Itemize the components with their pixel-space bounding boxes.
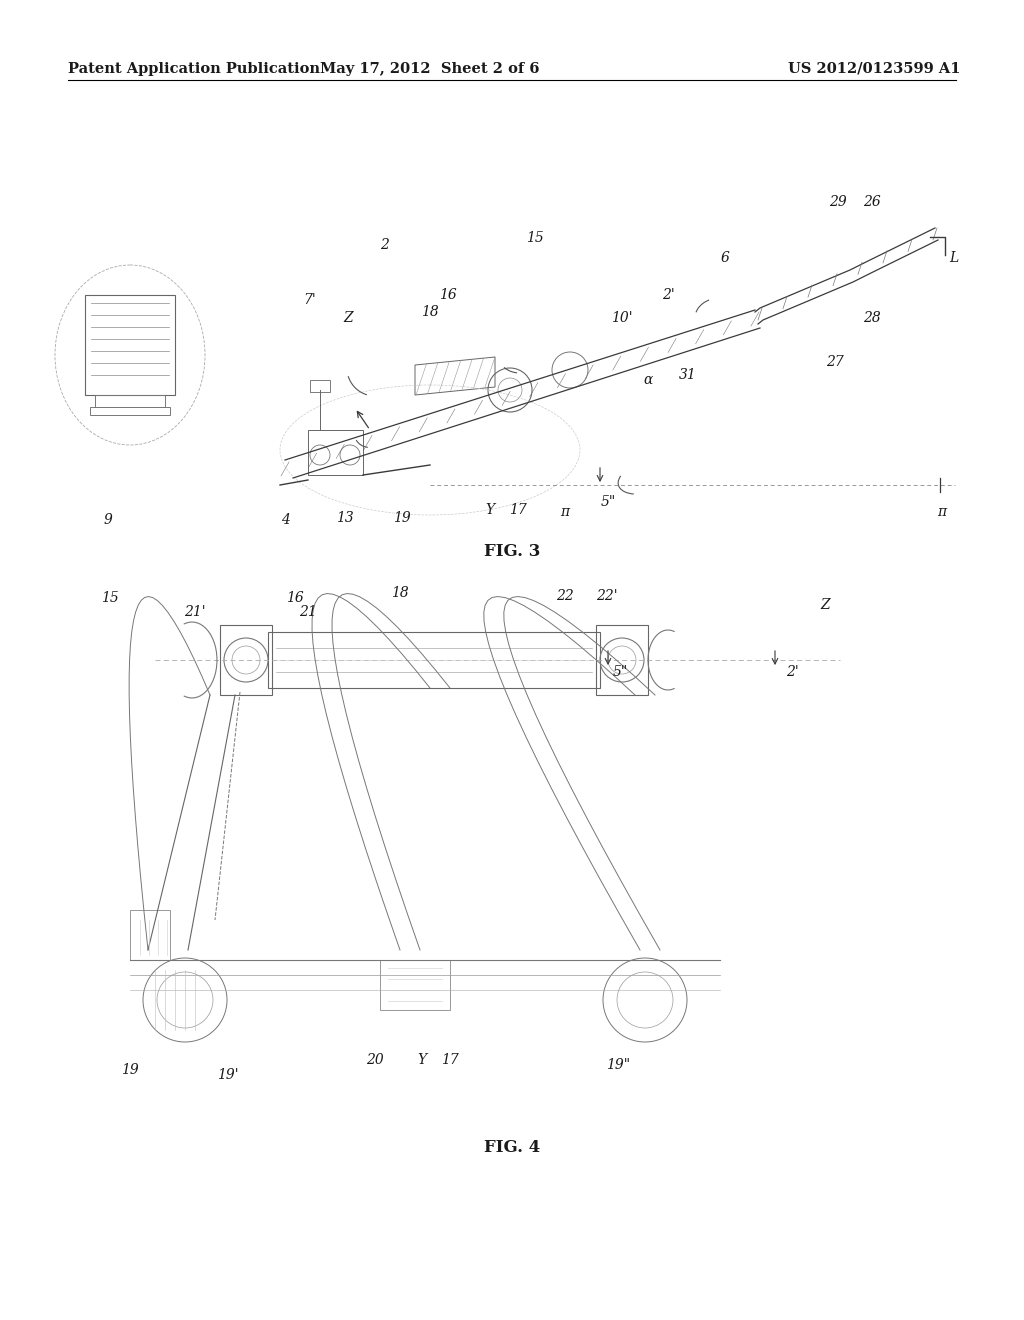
Text: 4: 4	[281, 513, 290, 527]
Text: 28: 28	[863, 312, 881, 325]
Bar	[308, 430, 362, 475]
Text: 16: 16	[439, 288, 457, 302]
Text: π: π	[560, 506, 569, 519]
Text: 15: 15	[526, 231, 544, 246]
Text: 10': 10'	[611, 312, 633, 325]
Text: 7': 7'	[304, 293, 316, 308]
Text: 5": 5"	[600, 495, 615, 510]
Bar	[90, 407, 170, 414]
Text: 17: 17	[441, 1053, 459, 1067]
Text: FIG. 4: FIG. 4	[484, 1139, 540, 1156]
Text: 2': 2'	[785, 665, 799, 678]
Text: α: α	[643, 374, 652, 387]
Text: 6: 6	[721, 251, 729, 265]
Text: 2': 2'	[662, 288, 675, 302]
Bar	[95, 395, 165, 407]
Text: 27: 27	[826, 355, 844, 370]
Text: 18: 18	[421, 305, 439, 319]
Bar	[85, 294, 175, 395]
Text: Patent Application Publication: Patent Application Publication	[68, 62, 319, 77]
Text: US 2012/0123599 A1: US 2012/0123599 A1	[787, 62, 961, 77]
Text: 22': 22'	[596, 589, 617, 603]
Text: 19": 19"	[606, 1059, 630, 1072]
Bar	[130, 909, 170, 960]
Text: 5": 5"	[612, 665, 628, 678]
Bar	[380, 960, 450, 1010]
Text: 31: 31	[679, 368, 697, 381]
Text: 22: 22	[556, 589, 573, 603]
Text: 21': 21'	[184, 605, 206, 619]
Text: 29: 29	[829, 195, 847, 209]
Text: 21: 21	[299, 605, 316, 619]
Text: May 17, 2012  Sheet 2 of 6: May 17, 2012 Sheet 2 of 6	[321, 62, 540, 77]
Text: 15: 15	[101, 591, 119, 605]
Bar	[220, 624, 272, 696]
Text: 9: 9	[103, 513, 113, 527]
Text: Z: Z	[820, 598, 829, 612]
Text: π: π	[937, 506, 946, 519]
Text: 2: 2	[381, 238, 389, 252]
Text: 19: 19	[393, 511, 411, 525]
Text: FIG. 3: FIG. 3	[483, 544, 541, 561]
Text: 17: 17	[509, 503, 527, 517]
Text: 20: 20	[367, 1053, 384, 1067]
Text: 13: 13	[336, 511, 354, 525]
Text: Y: Y	[418, 1053, 427, 1067]
Text: L: L	[949, 251, 958, 265]
Text: Z: Z	[343, 312, 353, 325]
Text: 26: 26	[863, 195, 881, 209]
Text: 16: 16	[286, 591, 304, 605]
Text: Y: Y	[485, 503, 495, 517]
Bar	[268, 632, 600, 688]
Text: 19': 19'	[217, 1068, 239, 1082]
Bar	[596, 624, 648, 696]
Bar	[310, 380, 330, 392]
Text: 19: 19	[121, 1063, 139, 1077]
Text: 18: 18	[391, 586, 409, 601]
